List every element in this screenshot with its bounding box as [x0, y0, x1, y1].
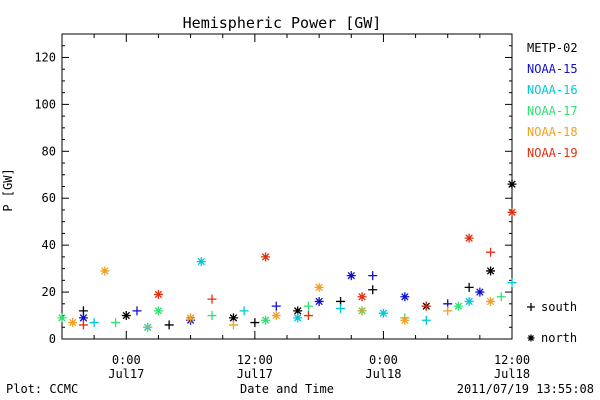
data-point-south: [303, 311, 313, 321]
legend-north-marker: [527, 334, 535, 342]
data-point-south: [250, 318, 260, 328]
data-point-south: [357, 306, 367, 316]
data-point-north: [68, 318, 78, 328]
data-point-north: [378, 308, 388, 318]
marker-legend: south north: [527, 300, 577, 345]
footer-left: Plot: CCMC: [6, 382, 78, 396]
data-point-north: [464, 296, 474, 306]
data-point-south: [421, 301, 431, 311]
data-point-north: [261, 252, 271, 262]
x-tick-label-date: Jul17: [108, 367, 144, 381]
y-axis-label: P [GW]: [1, 168, 15, 211]
x-tick-label-date: Jul18: [494, 367, 530, 381]
legend-marker-label: north: [541, 331, 577, 345]
data-point-north: [57, 313, 67, 323]
chart-title: Hemispheric Power [GW]: [183, 14, 382, 32]
x-tick-label-time: 0:00: [112, 353, 141, 367]
data-point-south: [78, 320, 88, 330]
data-points: [57, 179, 517, 332]
data-point-north: [196, 257, 206, 267]
data-point-south: [228, 320, 238, 330]
data-point-north: [475, 287, 485, 297]
data-point-north: [271, 311, 281, 321]
y-tick-label: 20: [42, 285, 56, 299]
y-tick-label: 40: [42, 238, 56, 252]
legend-item: NOAA-17: [527, 104, 578, 118]
data-point-north: [486, 296, 496, 306]
legend-marker-label: south: [541, 300, 577, 314]
legend-item: METP-02: [527, 41, 578, 55]
data-point-south: [486, 247, 496, 257]
x-tick-label-time: 12:00: [494, 353, 530, 367]
legend-south-marker: [527, 303, 535, 311]
x-tick-label-time: 12:00: [237, 353, 273, 367]
plot-frame: [61, 33, 513, 340]
data-point-north: [100, 266, 110, 276]
data-point-north: [153, 306, 163, 316]
data-point-south: [496, 292, 506, 302]
data-point-south: [207, 294, 217, 304]
x-tick-label-date: Jul17: [237, 367, 273, 381]
legend-item: NOAA-16: [527, 83, 578, 97]
x-tick-label-date: Jul18: [365, 367, 401, 381]
data-point-north: [261, 315, 271, 325]
data-point-south: [271, 301, 281, 311]
y-tick-label: 120: [34, 50, 56, 64]
y-tick-label: 100: [34, 97, 56, 111]
data-point-north: [486, 266, 496, 276]
legend-item: NOAA-18: [527, 125, 578, 139]
data-point-north: [453, 301, 463, 311]
data-point-south: [89, 318, 99, 328]
data-point-south: [368, 285, 378, 295]
data-point-north: [121, 311, 131, 321]
legend-item: NOAA-15: [527, 62, 578, 76]
data-point-south: [111, 318, 121, 328]
data-point-north: [228, 313, 238, 323]
data-point-north: [78, 313, 88, 323]
y-tick-label: 60: [42, 191, 56, 205]
data-point-south: [164, 320, 174, 330]
footer-right: 2011/07/19 13:55:08: [457, 382, 594, 396]
data-point-north: [400, 292, 410, 302]
data-point-north: [400, 315, 410, 325]
x-axis-label: Date and Time: [240, 382, 334, 396]
data-point-south: [368, 271, 378, 281]
y-tick-label: 80: [42, 144, 56, 158]
data-point-north: [507, 207, 517, 217]
data-point-north: [357, 292, 367, 302]
data-point-north: [186, 313, 196, 323]
data-point-north: [346, 271, 356, 281]
data-point-south: [143, 322, 153, 332]
data-point-south: [303, 301, 313, 311]
data-point-north: [293, 306, 303, 316]
data-point-south: [464, 282, 474, 292]
series-legend: METP-02 NOAA-15 NOAA-16 NOAA-17 NOAA-18 NOAA-…: [527, 41, 578, 160]
data-point-south: [443, 306, 453, 316]
data-point-south: [132, 306, 142, 316]
x-tick-label-time: 0:00: [369, 353, 398, 367]
data-point-north: [314, 282, 324, 292]
data-point-south: [336, 304, 346, 313]
y-tick-label: 0: [49, 332, 56, 346]
data-point-north: [464, 233, 474, 243]
data-point-south: [507, 278, 517, 288]
legend-item: NOAA-19: [527, 146, 578, 160]
data-point-north: [153, 289, 163, 299]
data-point-south: [207, 311, 217, 321]
data-point-north: [293, 313, 303, 323]
data-point-north: [507, 179, 517, 189]
data-point-north: [314, 296, 324, 306]
y-axis-ticks: 0 20 40 60 80 100 120: [34, 33, 512, 346]
data-point-south: [421, 315, 431, 325]
data-point-south: [239, 306, 249, 316]
